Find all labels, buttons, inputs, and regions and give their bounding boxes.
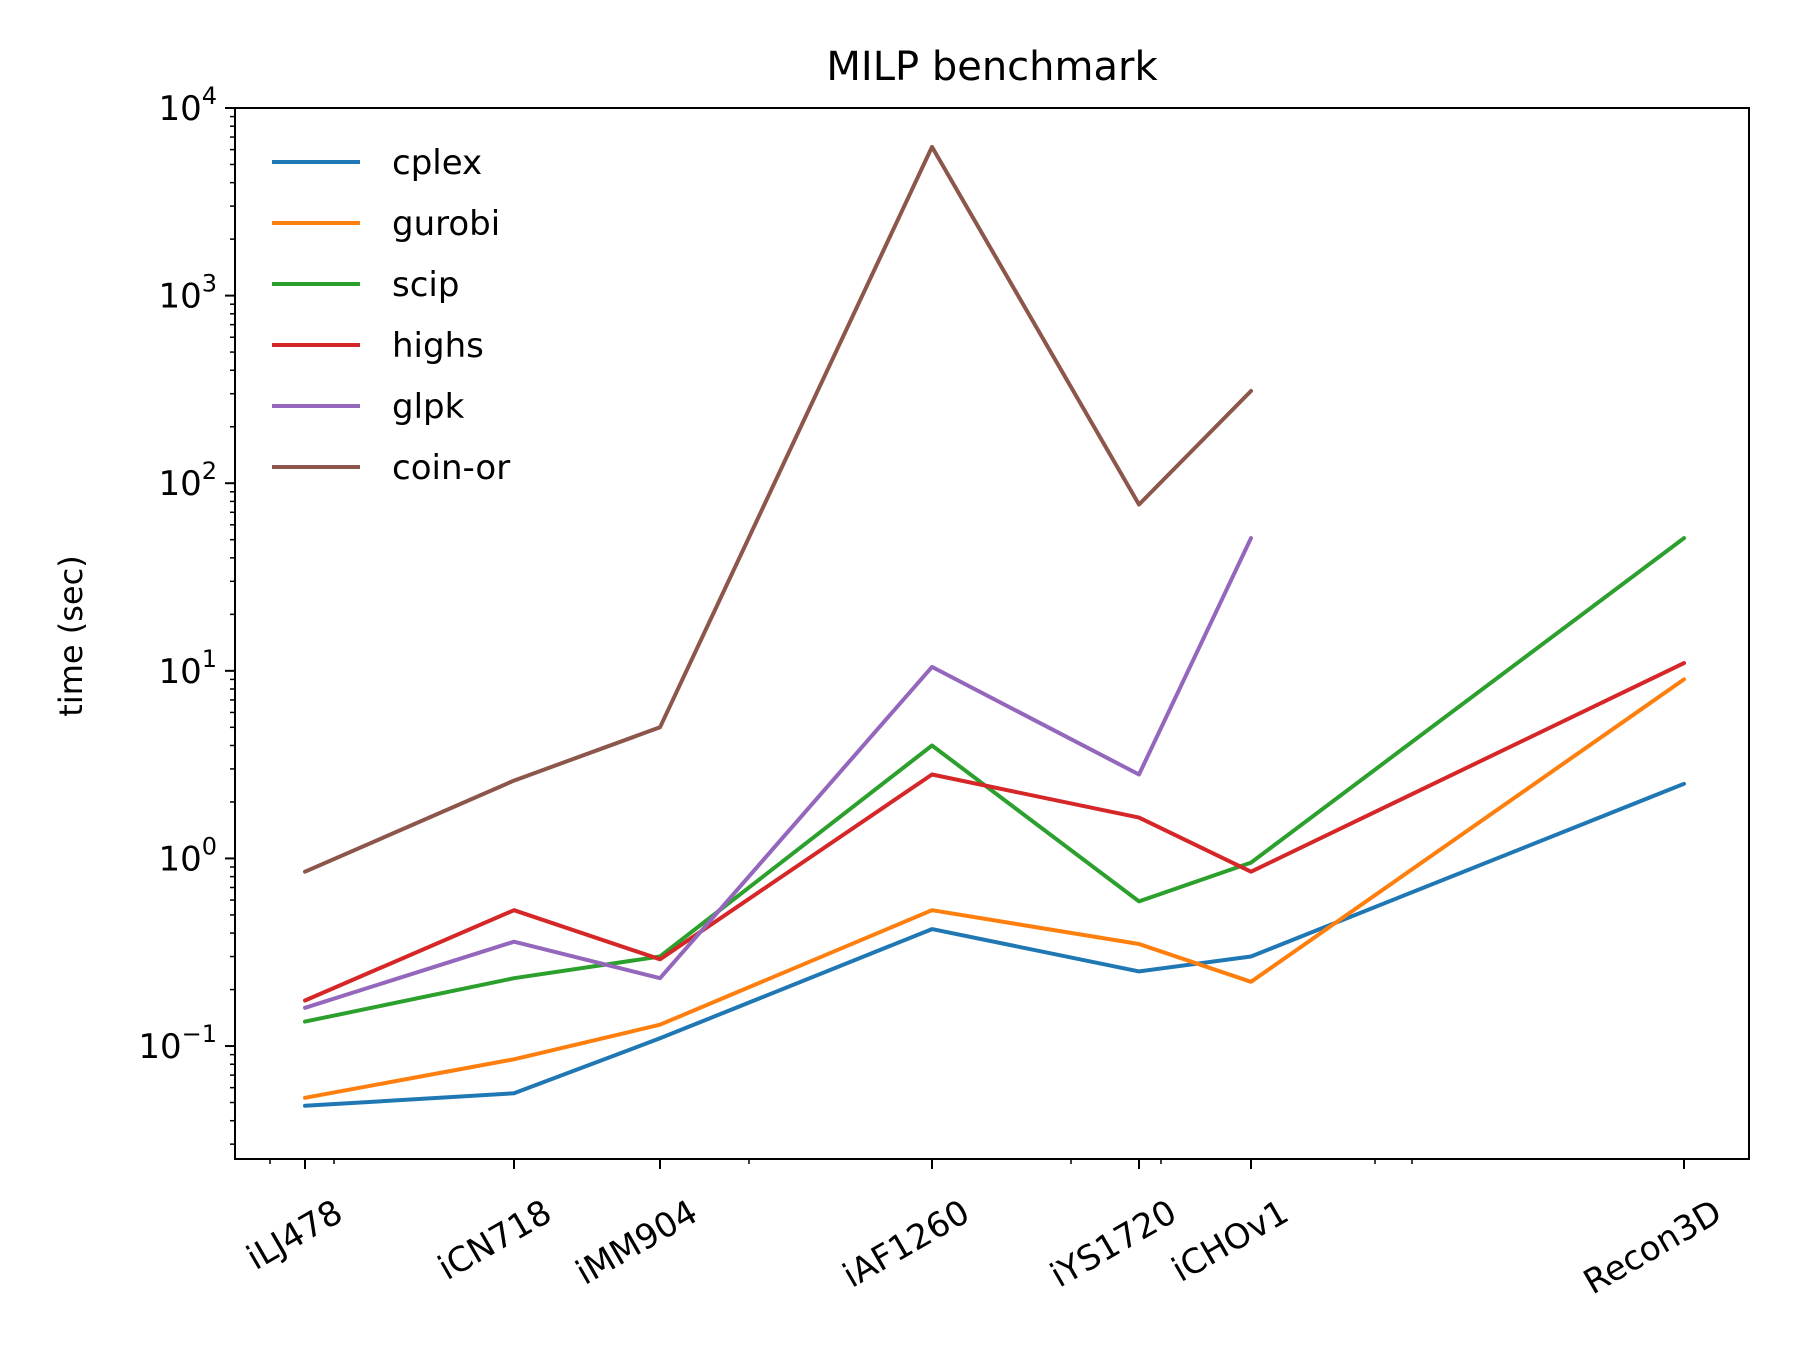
x-tick-label: iCN718 — [432, 1192, 559, 1288]
series-line-scip — [303, 536, 1686, 1024]
y-tick-label-base: 10 — [158, 89, 201, 129]
y-tick-label: 103 — [158, 270, 217, 317]
y-tick-label: 101 — [158, 645, 217, 692]
x-tick-label: iLJ478 — [240, 1192, 349, 1278]
y-tick-label: 100 — [158, 832, 217, 879]
x-tick-label: Recon3D — [1577, 1192, 1729, 1303]
legend: cplex gurobi scip highs glpk coin-or — [272, 143, 510, 488]
series-layer — [303, 144, 1686, 1108]
legend-label-coin-or: coin-or — [392, 448, 510, 488]
y-tick-label-exponent: −1 — [182, 1020, 217, 1048]
y-axis-label: time (sec) — [52, 555, 90, 716]
x-tick-label: iAF1260 — [836, 1192, 976, 1296]
legend-label-highs: highs — [392, 326, 484, 366]
x-tick-label: iCHOv1 — [1165, 1192, 1295, 1290]
chart-title: MILP benchmark — [826, 44, 1158, 90]
y-tick-label: 102 — [158, 457, 217, 504]
series-line-highs — [303, 661, 1686, 1003]
y-tick-label-exponent: 2 — [202, 457, 217, 485]
legend-label-scip: scip — [392, 265, 459, 305]
y-tick-label-exponent: 3 — [202, 270, 217, 298]
y-tick-label-base: 10 — [158, 652, 201, 692]
y-tick-label-exponent: 4 — [202, 82, 217, 110]
x-tick-label: iMM904 — [569, 1192, 704, 1293]
series-line-gurobi — [303, 677, 1686, 1100]
y-tick-label-base: 10 — [158, 839, 201, 879]
legend-label-gurobi: gurobi — [392, 204, 500, 244]
legend-label-glpk: glpk — [392, 387, 465, 427]
y-tick-label-base: 10 — [138, 1027, 181, 1067]
plot-area-frame — [234, 107, 1750, 1160]
series-line-glpk — [303, 536, 1253, 1010]
y-tick-label: 104 — [158, 82, 217, 129]
y-tick-label-exponent: 1 — [202, 645, 217, 673]
legend-label-cplex: cplex — [392, 143, 482, 183]
y-tick-label: 10−1 — [138, 1020, 217, 1067]
y-tick-label-exponent: 0 — [202, 832, 217, 860]
y-tick-label-base: 10 — [158, 277, 201, 317]
series-line-coin-or — [303, 144, 1253, 874]
x-tick-label: iYS1720 — [1044, 1192, 1184, 1296]
series-line-cplex — [303, 781, 1686, 1108]
y-tick-label-base: 10 — [158, 464, 201, 504]
